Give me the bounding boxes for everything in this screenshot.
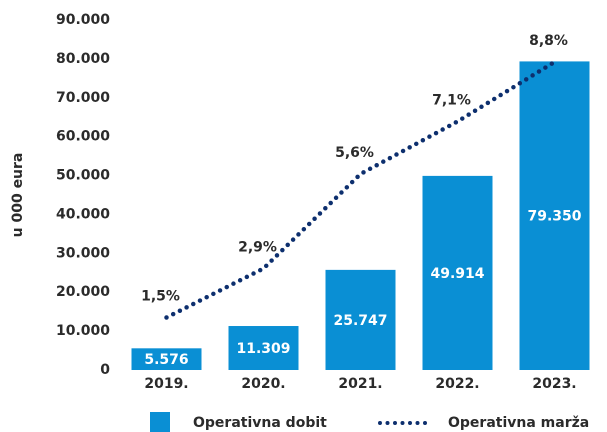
x-tick-label: 2022. — [435, 376, 479, 392]
y-axis-label: u 000 eura — [10, 153, 26, 238]
line-value-label: 2,9% — [238, 240, 277, 256]
bar — [228, 326, 299, 370]
bar — [131, 348, 202, 370]
y-tick-label: 60.000 — [56, 129, 110, 145]
x-tick-label: 2019. — [144, 376, 188, 392]
y-tick-label: 80.000 — [56, 51, 110, 67]
y-tick-label: 50.000 — [56, 168, 110, 184]
legend-label: Operativna dobit — [193, 415, 327, 431]
bar-value-label: 49.914 — [430, 266, 484, 282]
line-value-label: 7,1% — [432, 93, 471, 109]
bar — [325, 269, 396, 370]
y-tick-label: 0 — [100, 362, 110, 378]
x-tick-label: 2020. — [241, 376, 285, 392]
bar — [422, 175, 493, 370]
x-tick-label: 2021. — [338, 376, 382, 392]
bar-value-label: 25.747 — [333, 313, 387, 329]
y-tick-label: 30.000 — [56, 245, 110, 261]
y-tick-label: 20.000 — [56, 284, 110, 300]
bar-value-label: 11.309 — [236, 341, 290, 357]
legend-label: Operativna marža — [448, 415, 589, 431]
bar-value-label: 79.350 — [527, 209, 581, 225]
line-value-label: 5,6% — [335, 145, 374, 161]
legend-swatch — [150, 412, 170, 432]
x-tick-label: 2023. — [532, 376, 576, 392]
line-value-label: 1,5% — [141, 289, 180, 305]
y-tick-label: 10.000 — [56, 323, 110, 339]
y-tick-label: 90.000 — [56, 12, 110, 28]
y-tick-label: 40.000 — [56, 206, 110, 222]
bar-value-label: 5.576 — [144, 352, 188, 368]
line-value-label: 8,8% — [529, 33, 568, 49]
y-tick-label: 70.000 — [56, 90, 110, 106]
bar — [519, 61, 590, 371]
